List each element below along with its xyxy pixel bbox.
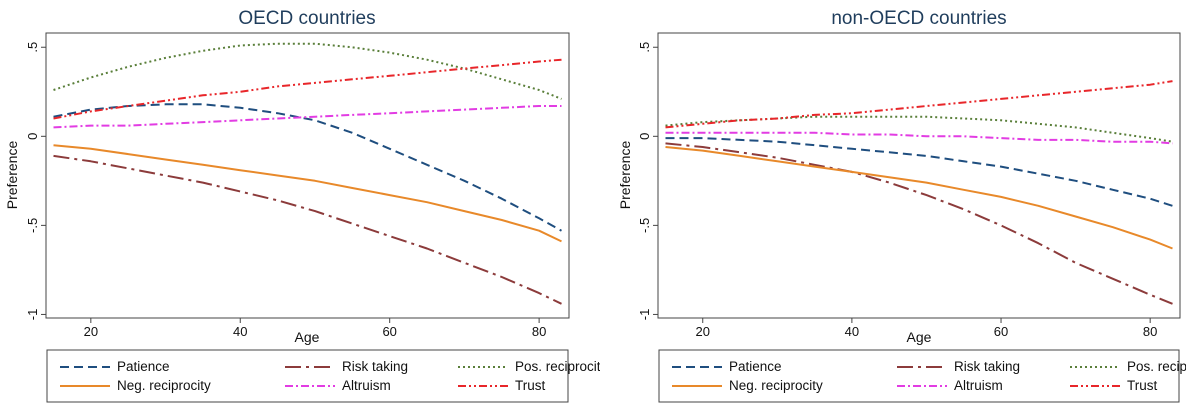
series-line-patience	[53, 103, 562, 232]
legend-box	[46, 349, 569, 403]
x-tick-label: 60	[994, 324, 1008, 339]
series-line-risk-taking	[53, 154, 562, 305]
series-line-pos-reciprocity	[665, 115, 1173, 143]
series-line-risk-taking	[665, 142, 1173, 305]
series-lines	[665, 80, 1173, 305]
x-tick-label: 40	[233, 324, 247, 339]
series-line-trust	[665, 80, 1173, 129]
chart-title: non-OECD countries	[831, 8, 1006, 29]
legend-label-altruism: Altruism	[954, 378, 1003, 393]
legend-label-altruism: Altruism	[342, 378, 391, 393]
y-tick-label: .5	[25, 42, 40, 53]
y-tick-label: .5	[637, 42, 652, 53]
x-tick-label: 40	[845, 324, 859, 339]
legend: Patience Risk taking Pos. reciprocity Neg. …	[658, 349, 1186, 403]
series-line-trust	[53, 58, 562, 120]
ticks: 20 40 60 80 -1 -.5 0 .5	[25, 42, 546, 339]
y-tick-label: 0	[637, 133, 652, 140]
x-tick-label: 60	[382, 324, 396, 339]
legend: Patience Risk taking Pos. reciprocity Neg. …	[46, 349, 608, 403]
legend-label-neg-reciprocity: Neg. reciprocity	[729, 378, 823, 393]
legend-label-patience: Patience	[117, 359, 170, 374]
legend-label-risk-taking: Risk taking	[954, 359, 1020, 374]
legend-label-pos-reciprocity: Pos. reciprocity	[1127, 359, 1186, 374]
y-tick-label: 0	[25, 133, 40, 140]
series-line-pos-reciprocity	[53, 42, 562, 100]
series-line-altruism	[665, 131, 1173, 145]
x-axis-label: Age	[295, 329, 320, 345]
non-oecd-chart-panel: non-OECD countries Age Preference 20 40 60…	[600, 0, 1186, 405]
panel-background	[600, 0, 1186, 405]
legend-box	[658, 349, 1180, 403]
series-line-altruism	[53, 105, 562, 129]
plot-frame	[45, 32, 570, 319]
legend-label-patience: Patience	[729, 359, 782, 374]
series-line-neg-reciprocity	[53, 144, 562, 243]
y-tick-label: -.5	[637, 218, 652, 233]
y-axis-label: Preference	[4, 141, 20, 210]
series-lines	[53, 42, 562, 305]
y-tick-label: -.5	[25, 218, 40, 233]
y-axis-label: Preference	[617, 141, 633, 210]
legend-label-risk-taking: Risk taking	[342, 359, 408, 374]
plot-frame	[657, 32, 1181, 319]
series-line-patience	[665, 137, 1173, 207]
legend-items: Patience Risk taking Pos. reciprocity Neg. …	[672, 359, 1186, 393]
x-tick-label: 20	[84, 324, 98, 339]
oecd-chart-panel: OECD countries Age Preference 20 40 60 80 -1…	[0, 0, 608, 405]
legend-label-trust: Trust	[1127, 378, 1157, 393]
ticks: 20 40 60 80 -1 -.5 0 .5	[637, 42, 1157, 339]
y-tick-label: -1	[25, 309, 40, 321]
legend-label-trust: Trust	[515, 378, 545, 393]
x-tick-label: 80	[532, 324, 546, 339]
panel-background	[0, 0, 586, 405]
legend-label-neg-reciprocity: Neg. reciprocity	[117, 378, 211, 393]
x-tick-label: 80	[1143, 324, 1157, 339]
x-tick-label: 20	[696, 324, 710, 339]
x-axis-label: Age	[907, 329, 932, 345]
y-tick-label: -1	[637, 309, 652, 321]
legend-label-pos-reciprocity: Pos. reciprocity	[515, 359, 608, 374]
chart-title: OECD countries	[238, 8, 375, 29]
legend-items: Patience Risk taking Pos. reciprocity Neg. …	[60, 359, 608, 393]
series-line-neg-reciprocity	[665, 146, 1173, 250]
